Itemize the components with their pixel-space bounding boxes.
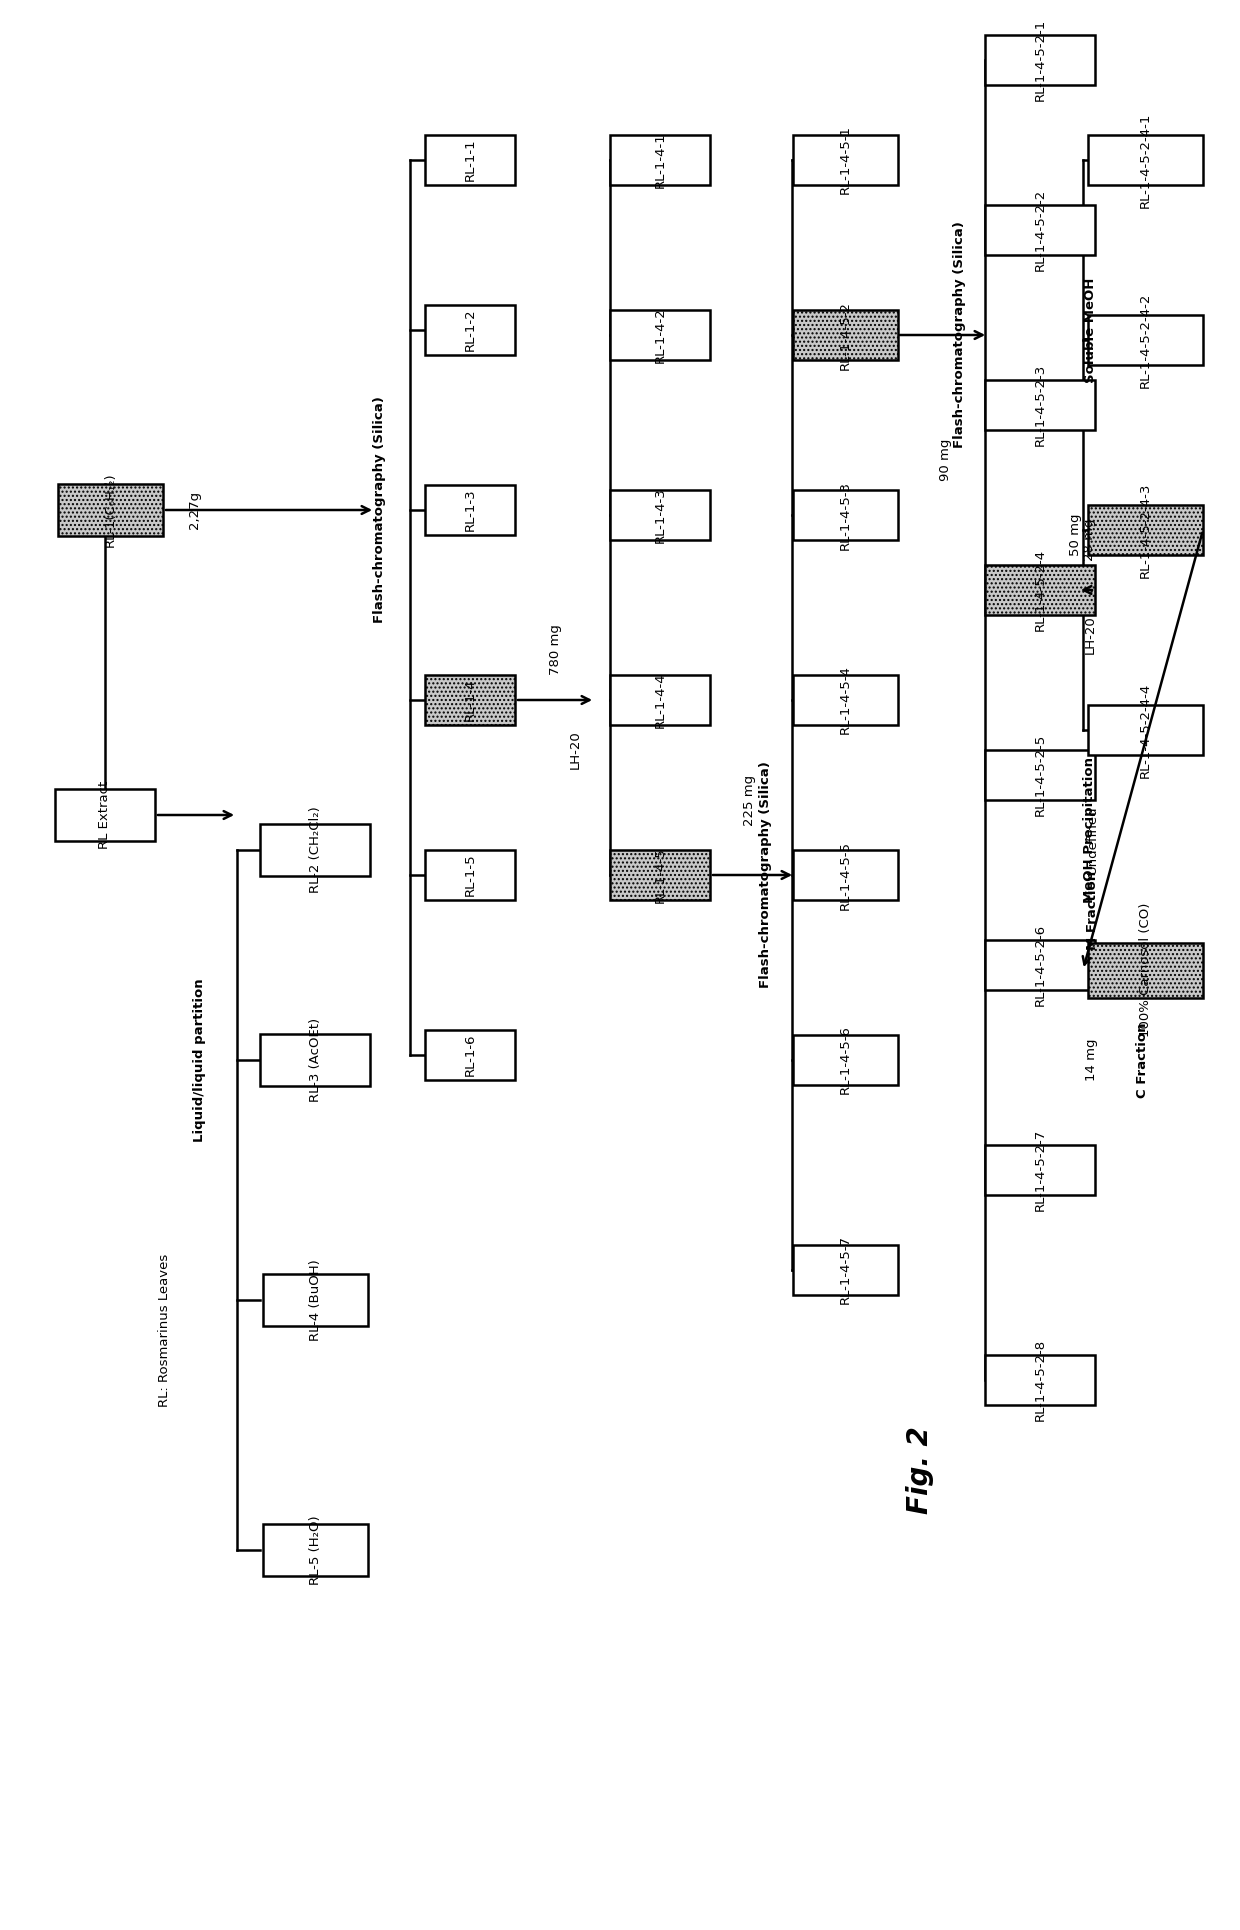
FancyBboxPatch shape — [1087, 135, 1203, 185]
FancyBboxPatch shape — [610, 676, 711, 726]
Text: RL-1-4-5-2-6: RL-1-4-5-2-6 — [1033, 924, 1047, 1006]
FancyBboxPatch shape — [263, 1274, 367, 1326]
FancyBboxPatch shape — [792, 490, 898, 540]
FancyBboxPatch shape — [425, 849, 515, 899]
Text: RL-1-4-5-2-4-3: RL-1-4-5-2-4-3 — [1138, 482, 1152, 577]
Text: RL-1-6: RL-1-6 — [464, 1034, 476, 1077]
Text: RL-1-4-5-2-5: RL-1-4-5-2-5 — [1033, 733, 1047, 816]
FancyBboxPatch shape — [425, 1031, 515, 1081]
FancyBboxPatch shape — [792, 676, 898, 726]
FancyBboxPatch shape — [792, 135, 898, 185]
Text: Flash-chromatography (Silica): Flash-chromatography (Silica) — [373, 396, 387, 623]
Text: 90 mg: 90 mg — [939, 438, 951, 481]
Text: LH-20: LH-20 — [568, 731, 582, 770]
FancyBboxPatch shape — [260, 1034, 370, 1087]
FancyBboxPatch shape — [1087, 704, 1203, 755]
Text: RL-1-4-5: RL-1-4-5 — [653, 847, 667, 903]
Text: LH-20: LH-20 — [1084, 616, 1096, 654]
Text: RL-1-4-5-2-1: RL-1-4-5-2-1 — [1033, 19, 1047, 100]
FancyBboxPatch shape — [985, 205, 1095, 255]
FancyBboxPatch shape — [792, 1034, 898, 1085]
Text: 50 mg: 50 mg — [1069, 513, 1081, 556]
Text: RL-1-4-5-3: RL-1-4-5-3 — [838, 481, 852, 550]
Text: RL-3 (AcOEt): RL-3 (AcOEt) — [309, 1017, 321, 1102]
FancyBboxPatch shape — [425, 484, 515, 535]
Text: RL-1-4-5-7: RL-1-4-5-7 — [838, 1235, 852, 1305]
Text: Undefined: Undefined — [1085, 805, 1099, 874]
Text: 100% Carnosol (CO): 100% Carnosol (CO) — [1138, 903, 1152, 1036]
FancyBboxPatch shape — [985, 35, 1095, 85]
Text: RL-1-4-5-2-4-2: RL-1-4-5-2-4-2 — [1138, 291, 1152, 388]
Text: C Fraction: C Fraction — [1137, 1023, 1149, 1098]
Text: 225 mg: 225 mg — [744, 774, 756, 826]
Text: Flash-chromatography (Silica): Flash-chromatography (Silica) — [759, 762, 771, 988]
FancyBboxPatch shape — [985, 940, 1095, 990]
Text: RL-1-4-5-2-7: RL-1-4-5-2-7 — [1033, 1129, 1047, 1212]
Text: RL-1-3: RL-1-3 — [464, 488, 476, 531]
Text: RL-1-4-5-2-4-4: RL-1-4-5-2-4-4 — [1138, 683, 1152, 778]
FancyBboxPatch shape — [985, 1355, 1095, 1405]
FancyBboxPatch shape — [1087, 942, 1203, 998]
Text: RL: Rosmarinus Leaves: RL: Rosmarinus Leaves — [159, 1253, 171, 1407]
FancyBboxPatch shape — [425, 135, 515, 185]
Text: RL-1-4-2: RL-1-4-2 — [653, 307, 667, 363]
Text: RL-2 (CH₂Cl₂): RL-2 (CH₂Cl₂) — [309, 807, 321, 894]
Text: 780 mg: 780 mg — [548, 625, 562, 676]
Text: RL-1-4-4: RL-1-4-4 — [653, 672, 667, 728]
Text: RL-1-4-5-1: RL-1-4-5-1 — [838, 125, 852, 195]
FancyBboxPatch shape — [985, 565, 1095, 616]
Text: M Fraction: M Fraction — [1085, 870, 1099, 950]
FancyBboxPatch shape — [792, 1245, 898, 1295]
FancyBboxPatch shape — [260, 824, 370, 876]
Text: Soluble MeOH: Soluble MeOH — [1084, 278, 1096, 382]
FancyBboxPatch shape — [55, 789, 155, 841]
Text: RL-1-4-5-2: RL-1-4-5-2 — [838, 301, 852, 369]
FancyBboxPatch shape — [1087, 506, 1203, 556]
Text: Liquid/liquid partition: Liquid/liquid partition — [193, 979, 207, 1143]
Text: RL-1-4-5-2-8: RL-1-4-5-2-8 — [1033, 1339, 1047, 1420]
FancyBboxPatch shape — [263, 1525, 367, 1577]
Text: RL-4 (BuOH): RL-4 (BuOH) — [309, 1258, 321, 1341]
Text: Fig. 2: Fig. 2 — [906, 1426, 934, 1513]
Text: RL-1-2: RL-1-2 — [464, 309, 476, 351]
FancyBboxPatch shape — [610, 135, 711, 185]
FancyBboxPatch shape — [610, 849, 711, 899]
Text: RL-5 (H₂O): RL-5 (H₂O) — [309, 1515, 321, 1585]
FancyBboxPatch shape — [985, 380, 1095, 430]
FancyBboxPatch shape — [610, 311, 711, 361]
FancyBboxPatch shape — [425, 305, 515, 355]
Text: RL-1-1: RL-1-1 — [464, 139, 476, 181]
Text: MeOH Precipitation: MeOH Precipitation — [1084, 757, 1096, 903]
Text: RL-1-4-5-2-4: RL-1-4-5-2-4 — [1033, 548, 1047, 631]
FancyBboxPatch shape — [792, 311, 898, 361]
Text: RL-1-4-5-2-3: RL-1-4-5-2-3 — [1033, 365, 1047, 446]
Text: 28 mg: 28 mg — [1084, 519, 1096, 562]
Text: RL-1-4-3: RL-1-4-3 — [653, 486, 667, 542]
FancyBboxPatch shape — [425, 676, 515, 726]
Text: Flash-chromatography (Silica): Flash-chromatography (Silica) — [954, 222, 966, 448]
Text: RL Extract: RL Extract — [98, 782, 112, 849]
FancyBboxPatch shape — [985, 751, 1095, 801]
Text: RL-1-4-5-5: RL-1-4-5-5 — [838, 840, 852, 909]
FancyBboxPatch shape — [792, 849, 898, 899]
Text: 14 mg: 14 mg — [1085, 1038, 1099, 1081]
FancyBboxPatch shape — [1087, 315, 1203, 365]
Text: RL-1(C₆H₁₂): RL-1(C₆H₁₂) — [103, 473, 117, 548]
Text: RL-1-4-5-4: RL-1-4-5-4 — [838, 666, 852, 735]
FancyBboxPatch shape — [610, 490, 711, 540]
FancyBboxPatch shape — [57, 484, 162, 537]
FancyBboxPatch shape — [985, 1144, 1095, 1195]
Text: RL-1-4-5-6: RL-1-4-5-6 — [838, 1025, 852, 1094]
Text: RL-1-4-5-2-2: RL-1-4-5-2-2 — [1033, 189, 1047, 270]
Text: RL-1-4-5-2-4-1: RL-1-4-5-2-4-1 — [1138, 112, 1152, 208]
Text: RL-1-5: RL-1-5 — [464, 853, 476, 896]
Text: 2,27g: 2,27g — [188, 490, 201, 529]
Text: RL-1-4-1: RL-1-4-1 — [653, 131, 667, 187]
Text: RL-1-4: RL-1-4 — [464, 679, 476, 722]
